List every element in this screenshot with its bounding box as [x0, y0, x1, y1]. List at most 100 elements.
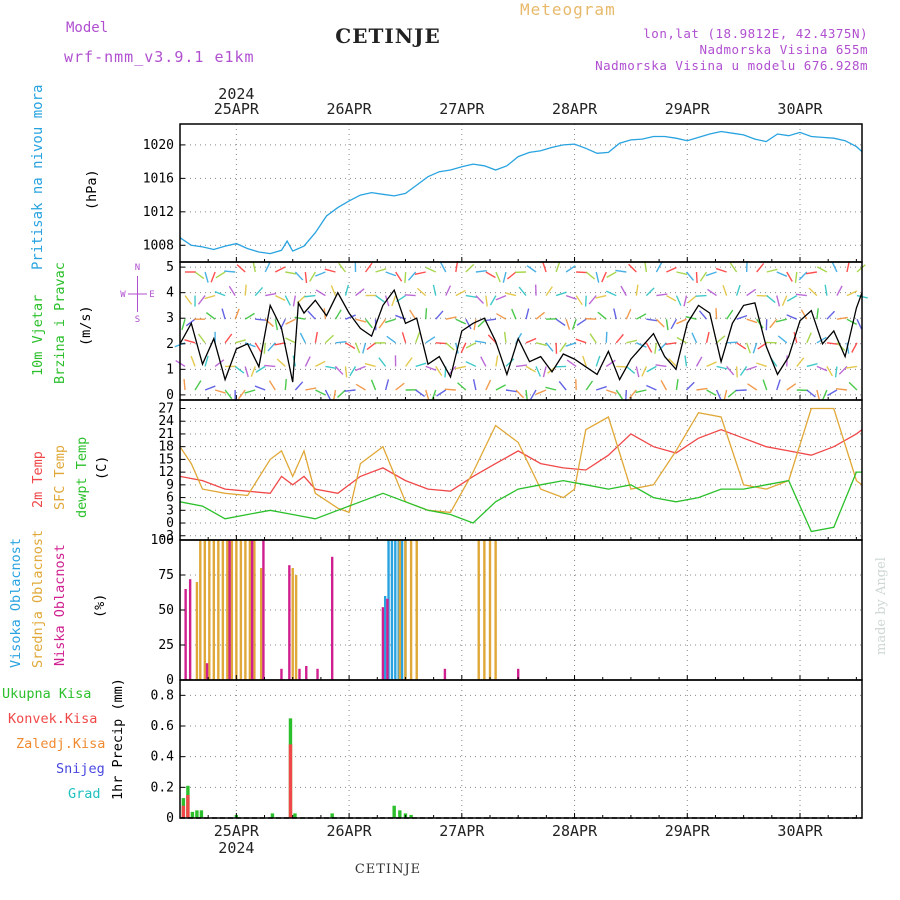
wind-arrow [435, 310, 444, 320]
wind-arrow [511, 308, 517, 320]
bottom-year-label: 2024 [218, 839, 254, 857]
precip-bar-0-9 [330, 813, 334, 818]
wind-arrow [518, 286, 527, 297]
wind-arrow [445, 342, 455, 351]
precip-bar-0-11 [398, 810, 402, 818]
wind-arrow [595, 271, 600, 283]
wind-arrow [274, 266, 286, 273]
clouds-bar-1-12 [248, 540, 252, 680]
clouds-bar-2-3 [228, 540, 231, 680]
temperature-ytick-label-2: 3 [166, 503, 174, 518]
wind-arrow [776, 379, 781, 391]
wind-arrow [585, 317, 597, 320]
wind-arrow [214, 389, 226, 394]
wind-arrow [781, 295, 788, 306]
wind-arrow [205, 312, 216, 320]
wind-arrow [472, 379, 477, 391]
wind-arrow [362, 342, 367, 354]
wind-arrow [595, 355, 601, 367]
wind-arrow [596, 385, 607, 391]
wind-arrow [615, 269, 627, 273]
wind-arrow [827, 389, 838, 397]
wind-arrow [735, 366, 738, 378]
wind-arrow [506, 271, 517, 280]
temperature-ytick-label-8: 21 [158, 427, 174, 442]
wind-arrow [338, 262, 347, 273]
wind-arrow [584, 295, 587, 307]
wind-arrow [685, 381, 695, 391]
clouds-bar-2-7 [288, 565, 291, 680]
elevation-text: Nadmorska Visina 655m [699, 42, 868, 57]
wind-arrow [425, 336, 436, 344]
wind-arrow [655, 318, 665, 328]
wind-arrow [395, 271, 403, 282]
wind-arrow [805, 271, 817, 275]
wind-arrow [465, 361, 477, 368]
wind-arrow [776, 271, 788, 277]
wind-arrow [515, 364, 527, 368]
precip-bar-1-0 [181, 805, 186, 818]
clouds-bar-2-15 [516, 668, 520, 680]
wind-arrow [685, 271, 695, 281]
top-xtick-label-5: 30APR [777, 100, 823, 118]
grid-layer [180, 124, 862, 819]
wind-arrow [324, 268, 336, 273]
wind-arrow [628, 389, 637, 399]
wind-arrow [836, 316, 848, 320]
wind-arrow [826, 310, 836, 320]
clouds-bar-1-21 [477, 540, 480, 680]
wind-arrow [407, 271, 417, 281]
precip-bar-0-2 [190, 811, 195, 818]
wind-arrow [505, 292, 517, 297]
wind-arrow [307, 310, 316, 320]
wind-arrow [425, 389, 430, 401]
wind-arrow [695, 271, 698, 284]
wind-arrow [425, 365, 437, 371]
clouds-bar-2-13 [386, 598, 389, 680]
wind-arrow [425, 266, 437, 273]
wind-arrow [565, 342, 577, 347]
wind-arrow [215, 271, 226, 279]
clouds-bar-1-4 [212, 540, 216, 680]
wind-arrow [395, 382, 405, 391]
wind-arrow [224, 333, 233, 344]
wind-arrow [706, 361, 717, 368]
wind-arrow [715, 267, 727, 273]
wind-arrow [330, 285, 337, 296]
wind-arrow [355, 365, 366, 372]
pressure-ytick-label-2: 1016 [143, 171, 174, 186]
wind-ytick-label-3: 3 [166, 311, 174, 326]
wind-arrow [625, 365, 636, 375]
wind-arrow [606, 271, 617, 278]
wind-arrow [485, 271, 496, 279]
temperature-ytick-label-3: 6 [166, 491, 174, 506]
clouds-bar-0-5 [400, 540, 404, 680]
wind-arrow [503, 331, 507, 343]
pressure-ytick-label-1: 1012 [143, 205, 174, 220]
wind-arrow [597, 311, 607, 320]
wind-arrow [616, 365, 628, 368]
wind-arrow [676, 318, 687, 325]
wind-arrow [375, 295, 385, 303]
wind-ytick-label-0: 0 [166, 388, 174, 403]
wind-arrow [545, 342, 554, 352]
wind-arrow [676, 271, 688, 276]
clouds-bar-1-3 [208, 540, 211, 680]
temperature-series-0 [179, 429, 863, 494]
precip-bar-0-10 [392, 805, 396, 818]
wind-arrow [606, 389, 617, 395]
wind-arrow [304, 294, 316, 298]
wind-arrow [485, 295, 488, 307]
wind-arrow [194, 271, 205, 280]
marks-layer [174, 130, 868, 818]
clouds-bar-2-14 [443, 668, 447, 680]
wind-arrow [252, 261, 256, 273]
wind-arrow [465, 263, 475, 273]
precip-bar-0-3 [195, 810, 199, 818]
wind-arrow [576, 271, 588, 274]
wind-arrow [335, 340, 347, 344]
wind-arrow [558, 381, 567, 391]
wind-arrow [670, 318, 678, 330]
wind-arrow [726, 309, 734, 320]
top-xtick-label-0: 25APR [214, 100, 260, 118]
